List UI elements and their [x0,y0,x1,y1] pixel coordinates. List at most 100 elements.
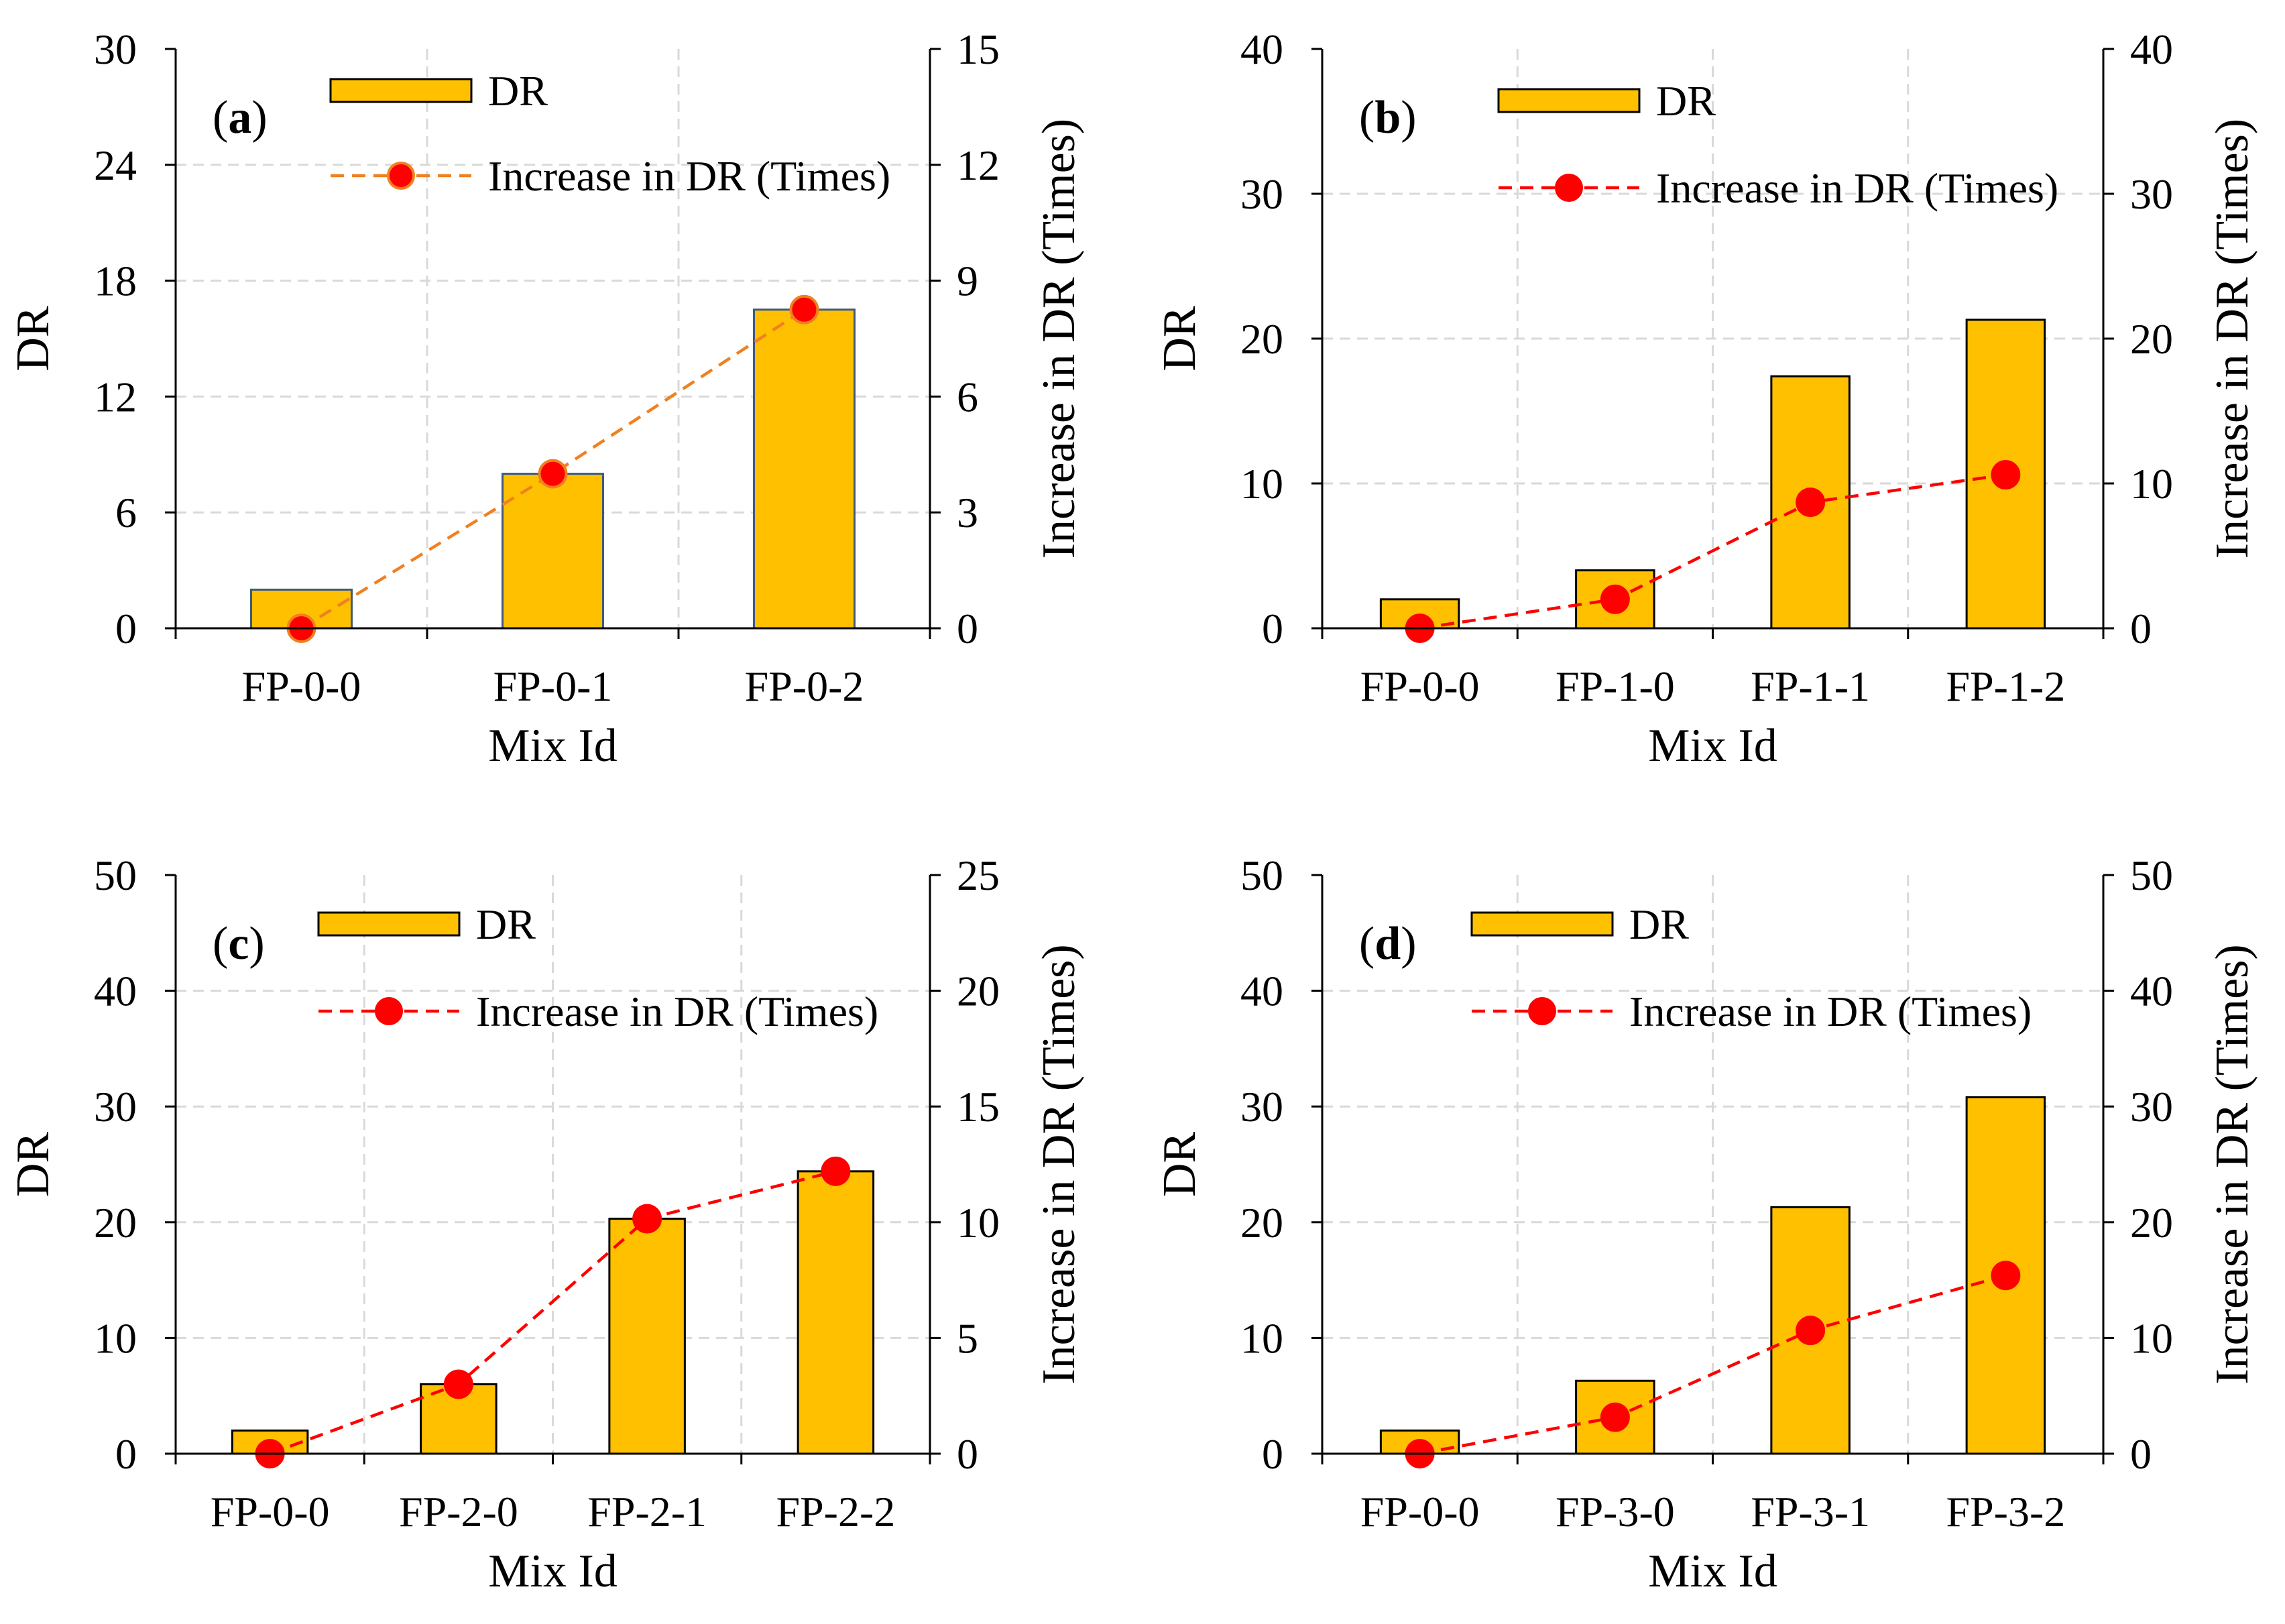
y2-axis-title: Increase in DR (Times) [2207,944,2258,1384]
increase-marker [1991,460,2021,490]
legend-line-marker [1555,174,1583,202]
increase-line [269,1169,836,1456]
legend-line-label: Increase in DR (Times) [1629,988,2032,1035]
legend-line-marker [1528,997,1556,1025]
panel-d: 0 10 20 30 40 50 0 10 20 30 40 50 FP-0-0 FP-3-0 FP-3-1… [1154,852,2258,1597]
panel-b: 0 10 20 30 40 0 10 20 30 40 FP-0-0 FP-1-0 FP-1-1 FP-1… [1154,25,2258,772]
panel-a: 0 6 12 18 24 30 0 3 6 9 12 15 FP-0-0 FP-0-1 FP-0-2 Mix … [7,25,1085,772]
x-tick-label: FP-3-1 [1751,1488,1870,1535]
x-axis-title: Mix Id [1648,1546,1777,1597]
increase-line [300,308,805,630]
legend-bar-swatch [317,911,461,937]
x-tick-label: FP-0-0 [1360,1488,1480,1535]
increase-marker [443,1369,473,1399]
x-tick-label: FP-2-1 [587,1488,707,1535]
left-tick-label: 12 [94,373,137,420]
left-tick-label: 30 [94,1083,137,1130]
legend-line-label: Increase in DR (Times) [488,152,890,200]
right-tick-label: 6 [957,373,978,420]
right-tick-label: 12 [957,141,1000,189]
increase-marker [632,1204,662,1234]
left-tick-label: 10 [94,1314,137,1362]
left-tick-label: 20 [94,1199,137,1246]
right-tick-label: 15 [957,1083,1000,1130]
right-tick-label: 10 [2130,460,2173,508]
dr-bar [608,1218,686,1455]
left-tick-label: 50 [94,852,137,899]
right-tick-label: 20 [2130,315,2173,363]
right-tick-label: 9 [957,257,978,305]
y2-axis-title: Increase in DR (Times) [1033,119,1085,559]
increase-marker [538,459,568,489]
increase-marker [789,294,819,325]
legend-bar-label: DR [1656,77,1716,125]
left-tick-label: 10 [1240,460,1283,508]
legend-bar-swatch [1497,88,1641,113]
legend-line-label: Increase in DR (Times) [476,988,878,1035]
legend-bar-label: DR [488,67,548,115]
legend-bar-label: DR [476,901,536,948]
right-tick-label: 20 [957,968,1000,1015]
x-tick-label: FP-3-2 [1946,1488,2065,1535]
right-tick-label: 0 [957,605,978,652]
increase-marker [1600,1402,1630,1432]
panel-c: 0 10 20 30 40 50 0 5 10 15 20 25 FP-0-0 FP-2-0 FP-2-1 F… [7,852,1085,1597]
left-tick-label: 40 [94,968,137,1015]
right-tick-label: 3 [957,489,978,536]
left-tick-label: 20 [1240,1199,1283,1246]
panel-label: (b) [1359,92,1417,143]
left-tick-label: 40 [1240,968,1283,1015]
legend-line-label: Increase in DR (Times) [1656,164,2058,212]
left-tick-label: 0 [1262,1430,1283,1478]
increase-line [1419,1274,2006,1456]
x-axis-title: Mix Id [1648,720,1777,772]
panel-label: (a) [213,92,268,143]
increase-marker [1991,1261,2021,1291]
left-tick-label: 6 [115,489,137,536]
right-tick-label: 0 [2130,1430,2152,1478]
x-axis-title: Mix Id [488,720,618,772]
increase-line [1419,473,2006,630]
increase-marker [1796,487,1826,518]
x-tick-label: FP-0-0 [1360,662,1480,710]
legend-bar-label: DR [1629,901,1689,948]
dr-bar [502,473,604,630]
x-tick-label: FP-0-2 [745,662,864,710]
left-tick-label: 20 [1240,315,1283,363]
increase-marker [1796,1316,1826,1346]
right-tick-label: 30 [2130,1083,2173,1130]
panel-label: (c) [213,918,265,970]
x-tick-label: FP-0-0 [242,662,361,710]
legend-line-marker [375,997,403,1025]
y-axis-title: DR [1154,306,1206,371]
right-tick-label: 0 [957,1430,978,1478]
right-tick-label: 50 [2130,852,2173,899]
x-tick-label: FP-2-0 [399,1488,518,1535]
x-tick-label: FP-1-2 [1946,662,2065,710]
right-tick-label: 25 [957,852,1000,899]
left-tick-label: 10 [1240,1314,1283,1362]
x-tick-label: FP-2-2 [776,1488,895,1535]
increase-marker [1600,584,1630,614]
y2-axis-title: Increase in DR (Times) [1033,944,1085,1384]
y-axis-title: DR [7,306,59,371]
left-tick-label: 24 [94,141,137,189]
legend-bar-swatch [1470,911,1614,937]
left-tick-label: 30 [1240,170,1283,218]
legend-line-marker [387,162,415,190]
x-tick-label: FP-3-0 [1556,1488,1675,1535]
right-tick-label: 15 [957,25,1000,73]
left-tick-label: 40 [1240,25,1283,73]
right-tick-label: 30 [2130,170,2173,218]
x-tick-label: FP-1-0 [1556,662,1675,710]
y-axis-title: DR [7,1132,59,1198]
x-axis-title: Mix Id [488,1546,618,1597]
x-tick-label: FP-0-1 [493,662,613,710]
right-tick-label: 40 [2130,968,2173,1015]
dr-bar [797,1170,875,1455]
y2-axis-title: Increase in DR (Times) [2207,119,2258,559]
increase-marker [821,1156,851,1186]
y-axis-title: DR [1154,1132,1206,1198]
left-tick-label: 30 [1240,1083,1283,1130]
